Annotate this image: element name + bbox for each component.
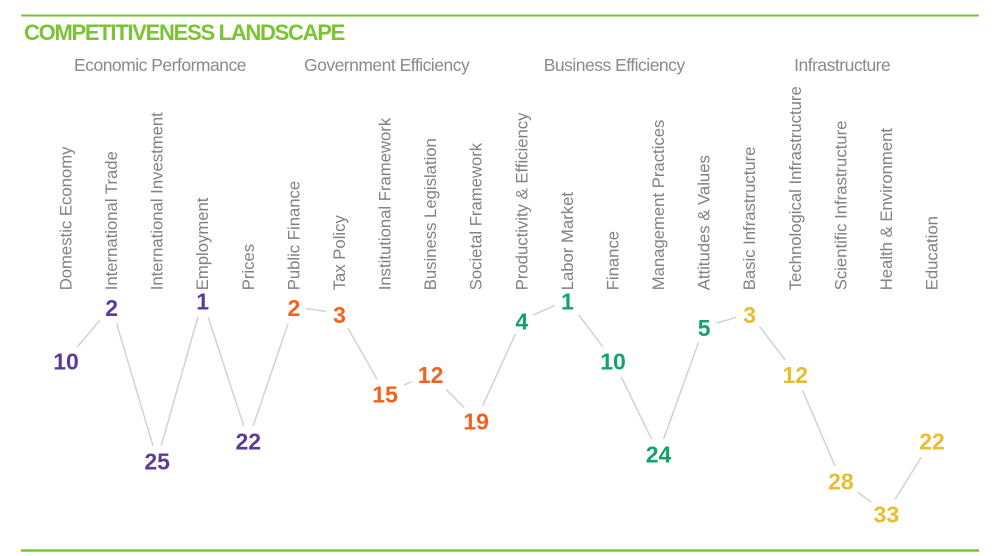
svg-text:2: 2 bbox=[105, 295, 118, 321]
svg-text:Basic Infrastructure: Basic Infrastructure bbox=[740, 147, 759, 291]
svg-text:International Trade: International Trade bbox=[102, 151, 121, 290]
svg-text:10: 10 bbox=[600, 348, 626, 374]
svg-text:Technological Infrastructure: Technological Infrastructure bbox=[786, 86, 805, 290]
svg-text:Education: Education bbox=[923, 216, 942, 290]
svg-text:Business Legislation: Business Legislation bbox=[421, 138, 440, 290]
svg-text:3: 3 bbox=[743, 302, 756, 328]
svg-text:Finance: Finance bbox=[604, 231, 623, 290]
svg-text:3: 3 bbox=[333, 302, 346, 328]
svg-text:22: 22 bbox=[236, 428, 262, 454]
svg-text:25: 25 bbox=[144, 448, 170, 474]
svg-text:12: 12 bbox=[418, 362, 444, 388]
svg-text:5: 5 bbox=[698, 315, 711, 341]
svg-text:24: 24 bbox=[646, 442, 672, 468]
svg-text:Productivity & Efficiency: Productivity & Efficiency bbox=[512, 112, 531, 290]
svg-text:1: 1 bbox=[196, 288, 209, 314]
svg-text:28: 28 bbox=[828, 468, 854, 494]
svg-text:Scientific Infrastructure: Scientific Infrastructure bbox=[831, 121, 850, 291]
svg-text:10: 10 bbox=[53, 348, 79, 374]
svg-text:Economic Performance: Economic Performance bbox=[74, 55, 246, 75]
svg-text:Attitudes & Values: Attitudes & Values bbox=[695, 155, 714, 290]
svg-text:15: 15 bbox=[372, 382, 398, 408]
svg-text:Management Practices: Management Practices bbox=[649, 120, 668, 291]
svg-text:Business Efficiency: Business Efficiency bbox=[544, 55, 686, 75]
svg-text:Domestic Economy: Domestic Economy bbox=[57, 146, 76, 290]
svg-text:12: 12 bbox=[783, 362, 809, 388]
svg-text:22: 22 bbox=[919, 428, 945, 454]
svg-text:1: 1 bbox=[561, 288, 574, 314]
svg-text:Institutional Framework: Institutional Framework bbox=[376, 117, 395, 290]
svg-text:Employment: Employment bbox=[193, 197, 212, 290]
svg-text:Public Finance: Public Finance bbox=[284, 181, 303, 290]
svg-text:33: 33 bbox=[874, 502, 900, 528]
svg-text:19: 19 bbox=[463, 408, 489, 434]
svg-text:Prices: Prices bbox=[239, 244, 258, 290]
svg-text:Government Efficiency: Government Efficiency bbox=[304, 55, 470, 75]
svg-text:COMPETITIVENESS LANDSCAPE: COMPETITIVENESS LANDSCAPE bbox=[24, 20, 345, 45]
svg-text:Infrastructure: Infrastructure bbox=[794, 55, 890, 75]
svg-text:Tax Policy: Tax Policy bbox=[330, 215, 349, 291]
svg-text:Health & Environment: Health & Environment bbox=[877, 128, 896, 291]
svg-text:4: 4 bbox=[515, 308, 528, 334]
svg-text:Labor Market: Labor Market bbox=[558, 192, 577, 291]
svg-text:2: 2 bbox=[288, 295, 301, 321]
svg-text:International Investment: International Investment bbox=[148, 112, 167, 290]
svg-text:Societal Framework: Societal Framework bbox=[467, 142, 486, 290]
